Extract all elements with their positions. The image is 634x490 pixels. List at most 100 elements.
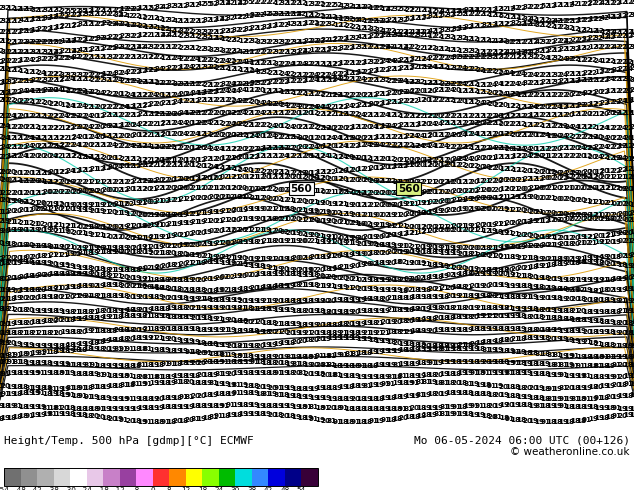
Text: 20: 20 [172,111,183,117]
Text: 22: 22 [398,98,408,104]
Text: 20: 20 [522,208,533,214]
Text: 02: 02 [243,272,254,278]
Text: 12: 12 [505,103,515,109]
Text: 02: 02 [143,222,153,229]
Text: 21: 21 [160,234,171,240]
Text: 12: 12 [398,142,408,148]
Text: 19: 19 [380,362,391,368]
Text: 19: 19 [268,306,278,313]
Text: 24: 24 [202,146,212,151]
Text: 20: 20 [1,169,11,175]
Text: 19: 19 [493,245,503,251]
Text: 18: 18 [119,373,129,379]
Text: 22: 22 [463,24,474,30]
Text: 19: 19 [232,402,242,409]
Text: 18: 18 [285,413,295,419]
Text: 18: 18 [416,361,426,367]
Text: 18: 18 [232,343,242,349]
Text: 21: 21 [66,223,76,229]
Text: 19: 19 [439,263,450,269]
Text: 12: 12 [499,21,509,27]
Text: 81: 81 [439,380,450,386]
Text: 19: 19 [95,208,105,214]
Text: 21: 21 [505,230,515,236]
Text: 24: 24 [238,87,248,94]
Text: 12: 12 [552,2,562,8]
Text: 18: 18 [12,330,22,336]
Text: 12: 12 [547,112,557,118]
Text: 18: 18 [101,328,112,334]
Text: 19: 19 [261,264,271,270]
Text: 19: 19 [623,373,633,379]
Text: 22: 22 [202,156,212,162]
Text: 18: 18 [463,271,474,277]
Text: 12: 12 [570,26,580,32]
Text: 21: 21 [54,252,64,258]
Text: 18: 18 [605,405,616,411]
Text: 12: 12 [190,46,200,51]
Text: 02: 02 [72,245,82,250]
Text: 22: 22 [66,124,76,130]
Text: 18: 18 [356,419,366,425]
Text: 20: 20 [232,185,242,191]
Text: 22: 22 [42,39,52,45]
Text: 02: 02 [285,216,295,222]
Text: 18: 18 [125,363,135,368]
Text: 22: 22 [214,97,224,103]
Text: 19: 19 [167,305,177,312]
Text: 12: 12 [327,37,337,43]
Text: 20: 20 [434,199,444,205]
Text: 22: 22 [268,0,278,5]
Text: 18: 18 [529,395,539,401]
Text: 20: 20 [1,177,11,183]
Text: 22: 22 [315,38,325,44]
Text: 02: 02 [374,212,384,219]
Text: 81: 81 [463,381,474,387]
Text: 91: 91 [351,419,361,425]
Text: 12: 12 [250,49,260,55]
Text: 12: 12 [250,168,260,173]
Text: 12: 12 [345,35,354,41]
Text: 19: 19 [344,235,354,241]
Text: 20: 20 [291,370,301,376]
Text: 20: 20 [214,156,224,162]
Text: 12: 12 [256,60,266,66]
Text: 21: 21 [84,224,94,230]
Text: 18: 18 [18,391,29,396]
Text: 18: 18 [297,415,307,420]
Text: 22: 22 [582,70,592,76]
Text: 22: 22 [13,89,22,95]
Text: 12: 12 [184,157,195,163]
Text: 12: 12 [160,111,171,117]
Text: 81: 81 [344,351,354,357]
Text: 19: 19 [529,371,539,377]
Text: 12: 12 [534,112,545,118]
Text: 20: 20 [570,145,580,151]
Text: 19: 19 [143,249,153,255]
Text: 20: 20 [339,124,349,131]
Text: 32: 32 [522,16,533,22]
Text: 42: 42 [570,1,580,7]
Text: 24: 24 [107,71,117,77]
Text: 19: 19 [214,327,224,333]
Text: 22: 22 [250,0,260,5]
Text: 20: 20 [1,383,11,389]
Text: 18: 18 [576,417,586,423]
Text: 12: 12 [30,135,40,141]
Text: 12: 12 [605,0,616,6]
Text: 02: 02 [618,186,628,192]
Text: 19: 19 [243,411,254,417]
Text: 19: 19 [243,298,254,304]
Text: 19: 19 [594,309,604,315]
Text: 18: 18 [155,306,165,312]
Text: 19: 19 [351,336,361,342]
Text: 19: 19 [285,206,295,212]
Text: 21: 21 [143,326,153,333]
Text: 19: 19 [511,306,521,312]
Text: 91: 91 [77,385,87,391]
Text: 19: 19 [529,284,539,290]
Text: 20: 20 [220,132,230,138]
Text: 19: 19 [404,260,414,266]
Text: 18: 18 [155,347,165,353]
Text: 19: 19 [356,336,366,342]
